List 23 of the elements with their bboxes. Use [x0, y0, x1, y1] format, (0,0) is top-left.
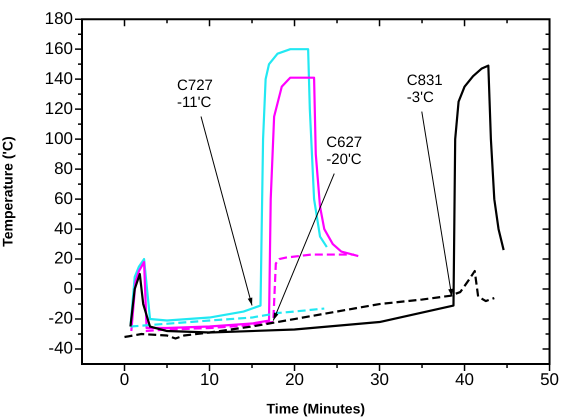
x-tick-label: 0 — [120, 370, 130, 389]
y-tick-label: -20 — [48, 308, 73, 328]
x-tick-label: 30 — [370, 370, 389, 389]
y-tick-label: 180 — [44, 8, 73, 28]
annotation: C727 -11'C — [177, 77, 213, 112]
x-tick-label: 40 — [455, 370, 474, 389]
y-tick-label: 160 — [44, 38, 73, 58]
x-tick-label: 10 — [200, 370, 219, 389]
y-tick-label: 120 — [44, 98, 73, 118]
annotation: C831 -3'C — [406, 72, 443, 106]
y-tick-label: 20 — [54, 248, 73, 268]
x-axis-title: Time (Minutes) — [266, 400, 366, 416]
y-tick-label: 80 — [54, 158, 73, 178]
y-tick-label: 0 — [64, 278, 73, 298]
annotation: C627 -20'C — [326, 134, 362, 168]
y-tick-label: 60 — [54, 188, 73, 208]
y-tick-label: -40 — [48, 338, 73, 358]
y-tick-label: 140 — [44, 68, 73, 88]
x-tick-label: 50 — [540, 370, 560, 389]
y-axis-title: Temperature ('C) — [0, 136, 16, 247]
x-tick-label: 20 — [285, 370, 304, 389]
y-tick-label: 40 — [54, 218, 73, 238]
y-tick-label: 100 — [44, 128, 73, 148]
